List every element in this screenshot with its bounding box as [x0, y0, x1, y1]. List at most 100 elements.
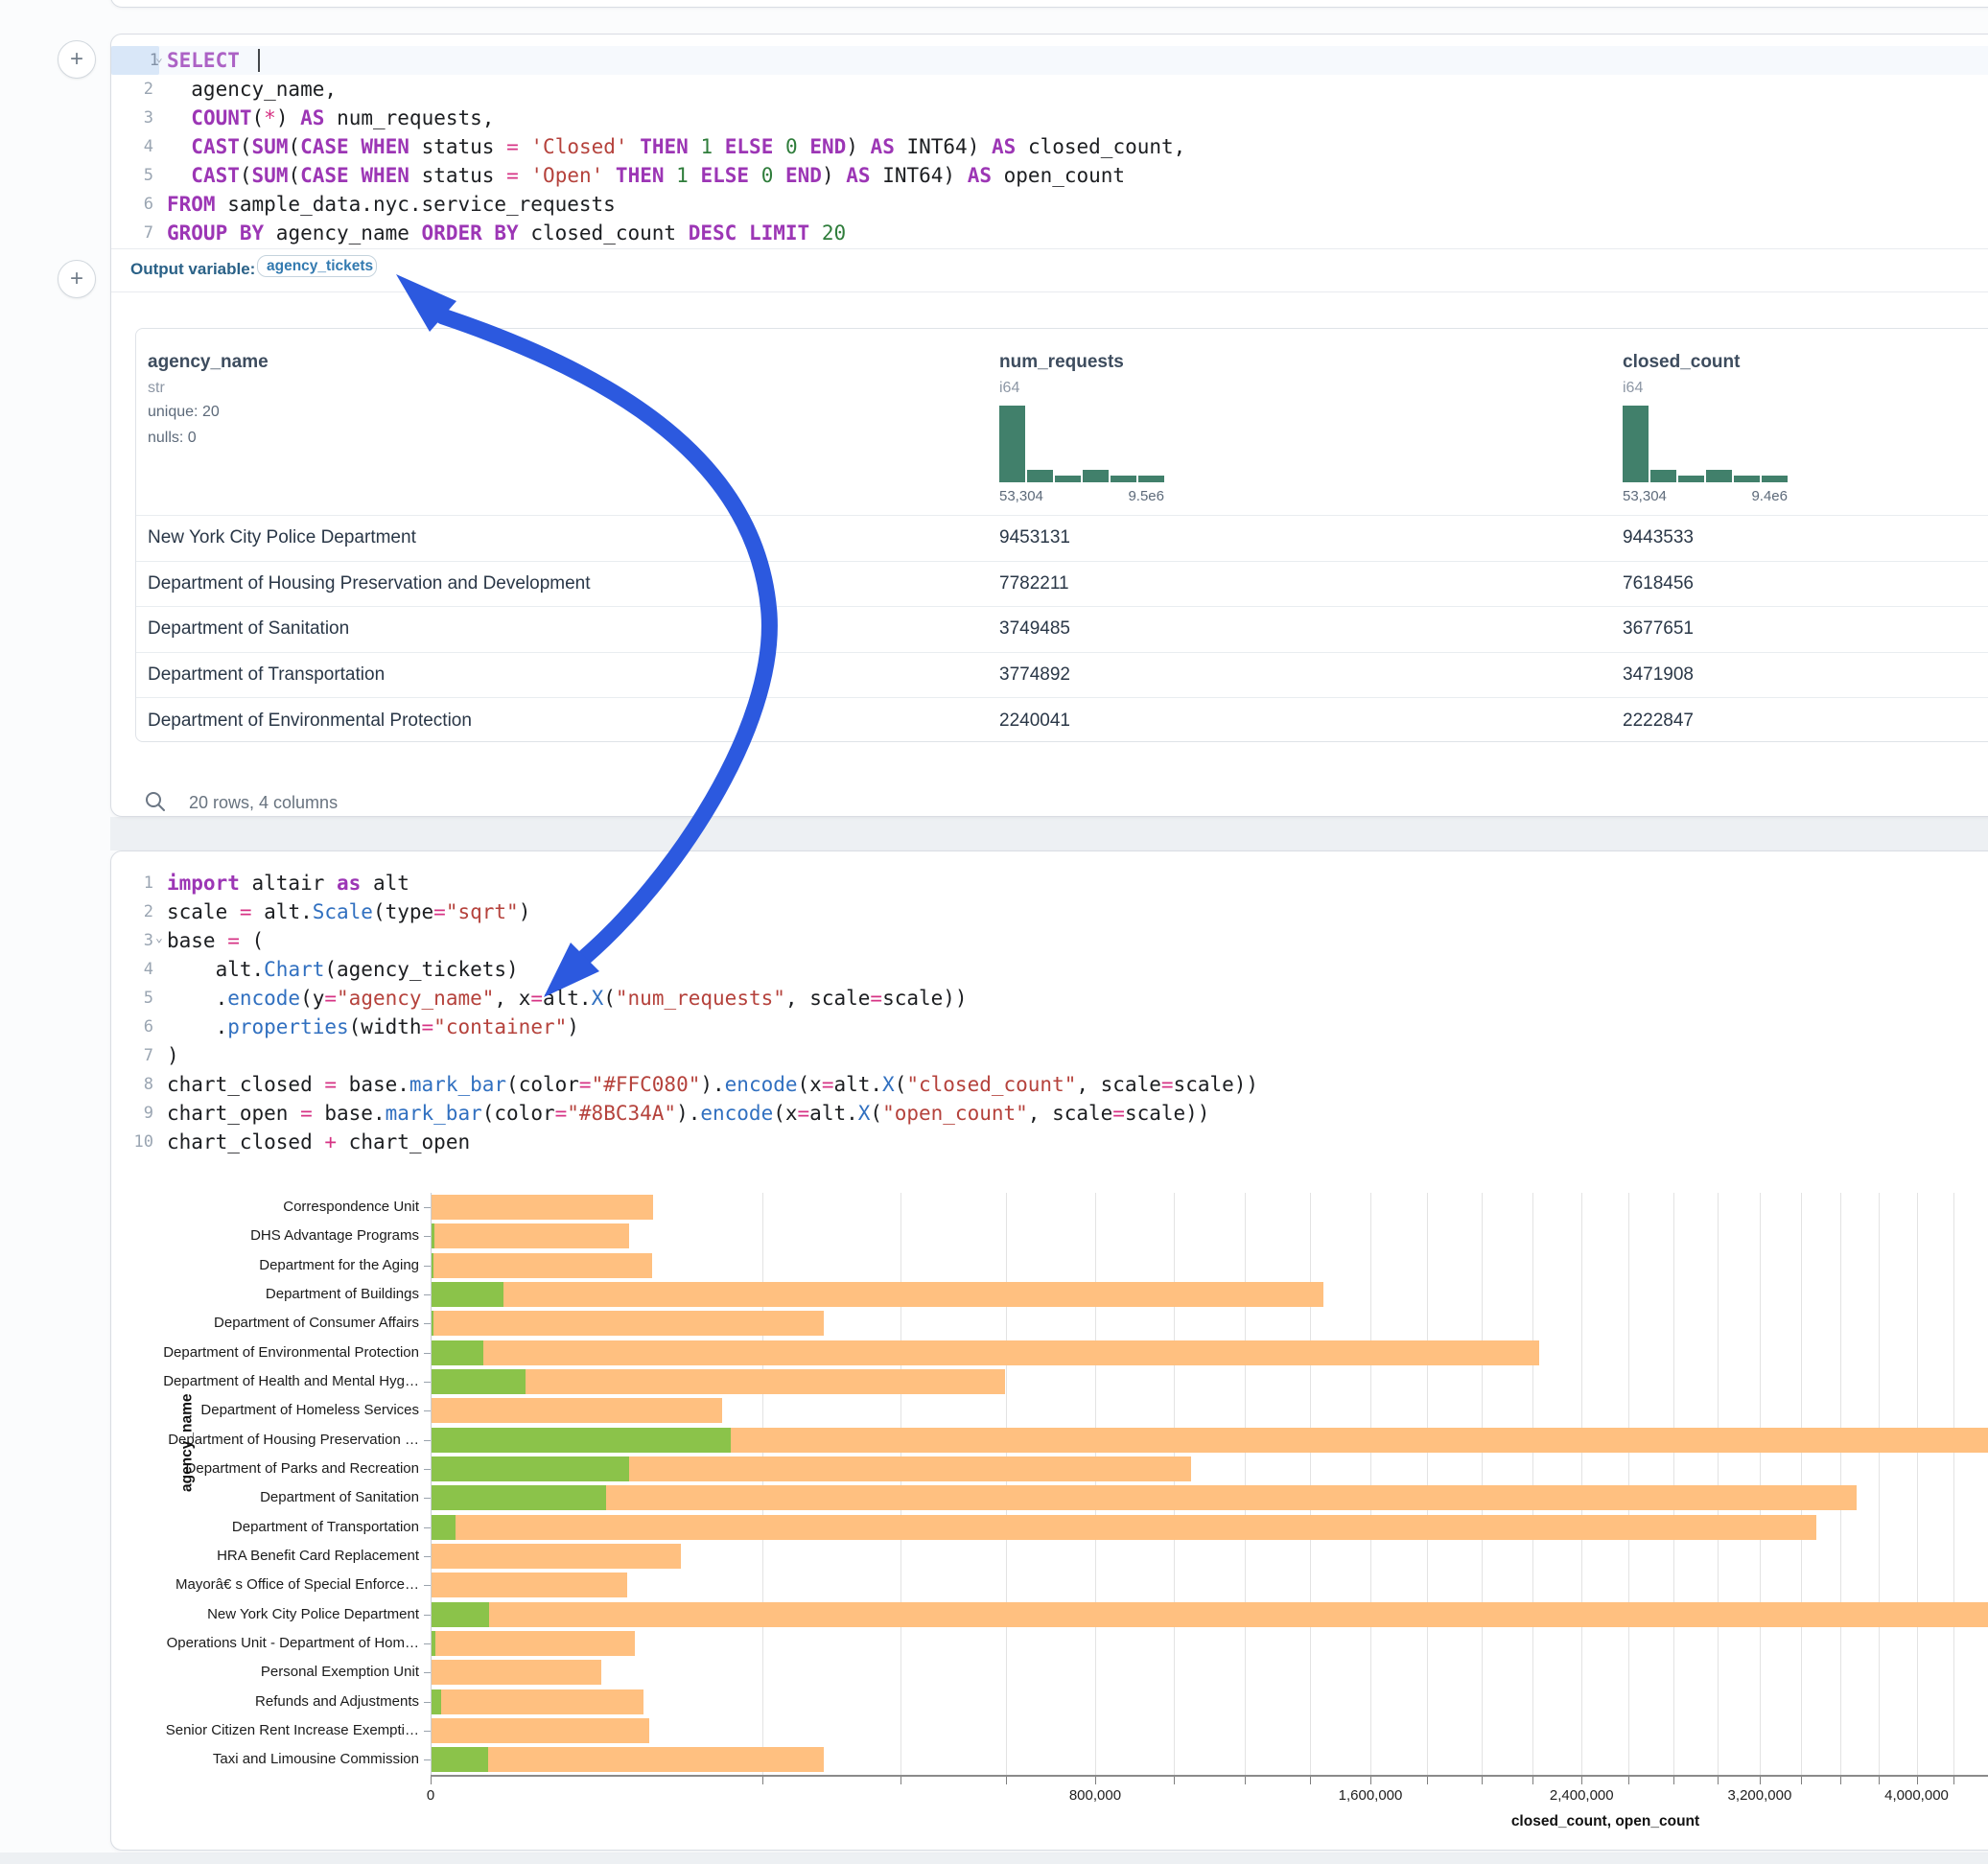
sql-code-line[interactable]: 6 FROM sample_data.nyc.service_requests [111, 190, 1988, 219]
sql-code-line[interactable]: 3 COUNT(*) AS num_requests, [111, 104, 1988, 132]
code-token [349, 164, 362, 187]
code-token: ELSE [700, 164, 750, 187]
code-token: CAST [191, 135, 240, 158]
code-token: status [409, 135, 507, 158]
closed-count-bar [432, 1660, 601, 1686]
closed-count-bar [432, 1223, 630, 1249]
column-header-closed_count[interactable]: closed_count [1623, 352, 1741, 372]
code-token: base [167, 929, 228, 952]
code-token: = [300, 1102, 313, 1125]
histogram-bar [999, 406, 1025, 482]
code-token: alt [361, 872, 409, 895]
code-token [713, 135, 725, 158]
column-histogram [1623, 406, 1788, 482]
gridline [900, 1193, 901, 1775]
histogram-bar [1055, 476, 1081, 482]
code-token: chart_open [167, 1102, 301, 1125]
code-token: (y [300, 987, 325, 1010]
sql-code-editor[interactable]: 1 ⌄ SELECT 2 agency_name, 3 COUNT(*) AS num… [111, 46, 1988, 247]
python-code-line[interactable]: 4 alt.Chart(agency_tickets) [111, 955, 1988, 984]
x-tick-label: 0 [426, 1786, 435, 1804]
code-token [167, 135, 191, 158]
fold-chevron-icon[interactable]: ⌄ [155, 931, 163, 945]
table-row: Department of Housing Preservation and D… [136, 560, 1988, 607]
y-tick [424, 1352, 431, 1354]
fold-chevron-icon[interactable]: ⌄ [155, 51, 163, 65]
column-header-agency_name[interactable]: agency_name [148, 352, 269, 372]
python-code-line[interactable]: 2 scale = alt.Scale(type="sqrt") [111, 897, 1988, 926]
code-token [749, 164, 761, 187]
code-token: WHEN [361, 135, 409, 158]
code-token: CAST [191, 164, 240, 187]
x-tick [1370, 1776, 1371, 1784]
code-token: AS [300, 106, 325, 129]
code-token: X [591, 987, 604, 1010]
table-header: agency_name str unique: 20 nulls: 0 num_requ… [136, 329, 1988, 515]
code-token [519, 164, 531, 187]
y-tick [424, 1265, 431, 1267]
python-code-line[interactable]: 10 chart_closed + chart_open [111, 1128, 1988, 1156]
code-token: ( [288, 164, 301, 187]
sql-code-line[interactable]: 4 CAST(SUM(CASE WHEN status = 'Closed' T… [111, 132, 1988, 161]
y-tick [424, 1701, 431, 1703]
output-variable-row: Output variable: agency_tickets [111, 249, 1988, 291]
table-row: Department of Environmental Protection 22… [136, 697, 1988, 741]
y-axis-label: DHS Advantage Programs [250, 1227, 419, 1245]
code-token: "num_requests" [615, 987, 785, 1010]
value-cell: 3774892 [999, 664, 1070, 686]
line-number: 4 [143, 137, 153, 156]
plus-icon: + [69, 266, 83, 291]
y-tick [424, 1236, 431, 1238]
code-token: ) [275, 106, 301, 129]
python-code-line[interactable]: 6 .properties(width="container") [111, 1013, 1988, 1041]
line-number: 6 [143, 195, 153, 214]
python-code-line[interactable]: 1 import altair as alt [111, 869, 1988, 897]
x-tick [431, 1776, 432, 1784]
search-icon[interactable] [144, 790, 167, 813]
column-header-num_requests[interactable]: num_requests [999, 352, 1124, 372]
x-axis-title: closed_count, open_count [1510, 1812, 1700, 1829]
code-token: CASE [300, 135, 349, 158]
x-tick-label: 3,200,000 [1727, 1786, 1792, 1804]
python-code-line[interactable]: 8 chart_closed = base.mark_bar(color="#FF… [111, 1070, 1988, 1099]
output-variable-badge[interactable]: agency_tickets [257, 255, 377, 277]
python-code-line[interactable]: 5 .encode(y="agency_name", x=alt.X("num_… [111, 984, 1988, 1013]
closed-count-bar [432, 1340, 1540, 1365]
sql-code-line[interactable]: 2 agency_name, [111, 75, 1988, 104]
x-tick [1581, 1776, 1583, 1784]
sql-code-line[interactable]: 1 ⌄ SELECT [111, 46, 1988, 75]
open-count-bar [432, 1601, 489, 1627]
open-count-bar [432, 1689, 442, 1714]
python-code-line[interactable]: 3 ⌄ base = ( [111, 926, 1988, 955]
y-tick [424, 1526, 431, 1528]
y-axis-label: Senior Citizen Rent Increase Exempti… [165, 1722, 419, 1739]
code-token: LIMIT [748, 221, 810, 245]
code-token: chart_closed [167, 1073, 325, 1096]
code-token: scale [167, 900, 240, 923]
code-token: agency_name [264, 221, 422, 245]
y-axis-label: Correspondence Unit [283, 1199, 419, 1216]
y-tick [424, 1556, 431, 1558]
line-number: 5 [143, 166, 153, 185]
code-token: (x [797, 1073, 822, 1096]
add-cell-button-middle[interactable]: + [58, 260, 96, 298]
x-tick [1006, 1776, 1008, 1784]
python-code-editor[interactable]: 1 import altair as alt 2 scale = alt.Scale(… [111, 869, 1988, 1156]
open-count-bar [432, 1281, 504, 1307]
x-tick [1173, 1776, 1175, 1784]
y-tick [424, 1469, 431, 1471]
add-cell-button-top[interactable]: + [58, 40, 96, 79]
python-code-line[interactable]: 9 chart_open = base.mark_bar(color="#8BC3… [111, 1099, 1988, 1128]
sql-code-line[interactable]: 7 GROUP BY agency_name ORDER BY closed_co… [111, 219, 1988, 247]
value-cell: 7782211 [999, 572, 1069, 594]
page-bottom-band [0, 1852, 1988, 1864]
line-number: 2 [143, 902, 153, 921]
code-token: X [857, 1102, 871, 1125]
closed-count-bar [432, 1689, 643, 1714]
code-token: alt. [251, 900, 313, 923]
sql-code-line[interactable]: 5 CAST(SUM(CASE WHEN status = 'Open' THE… [111, 161, 1988, 190]
code-token: ( [870, 1102, 883, 1125]
code-token [519, 135, 531, 158]
column-null-count: nulls: 0 [148, 430, 197, 446]
python-code-line[interactable]: 7) [111, 1041, 1988, 1070]
